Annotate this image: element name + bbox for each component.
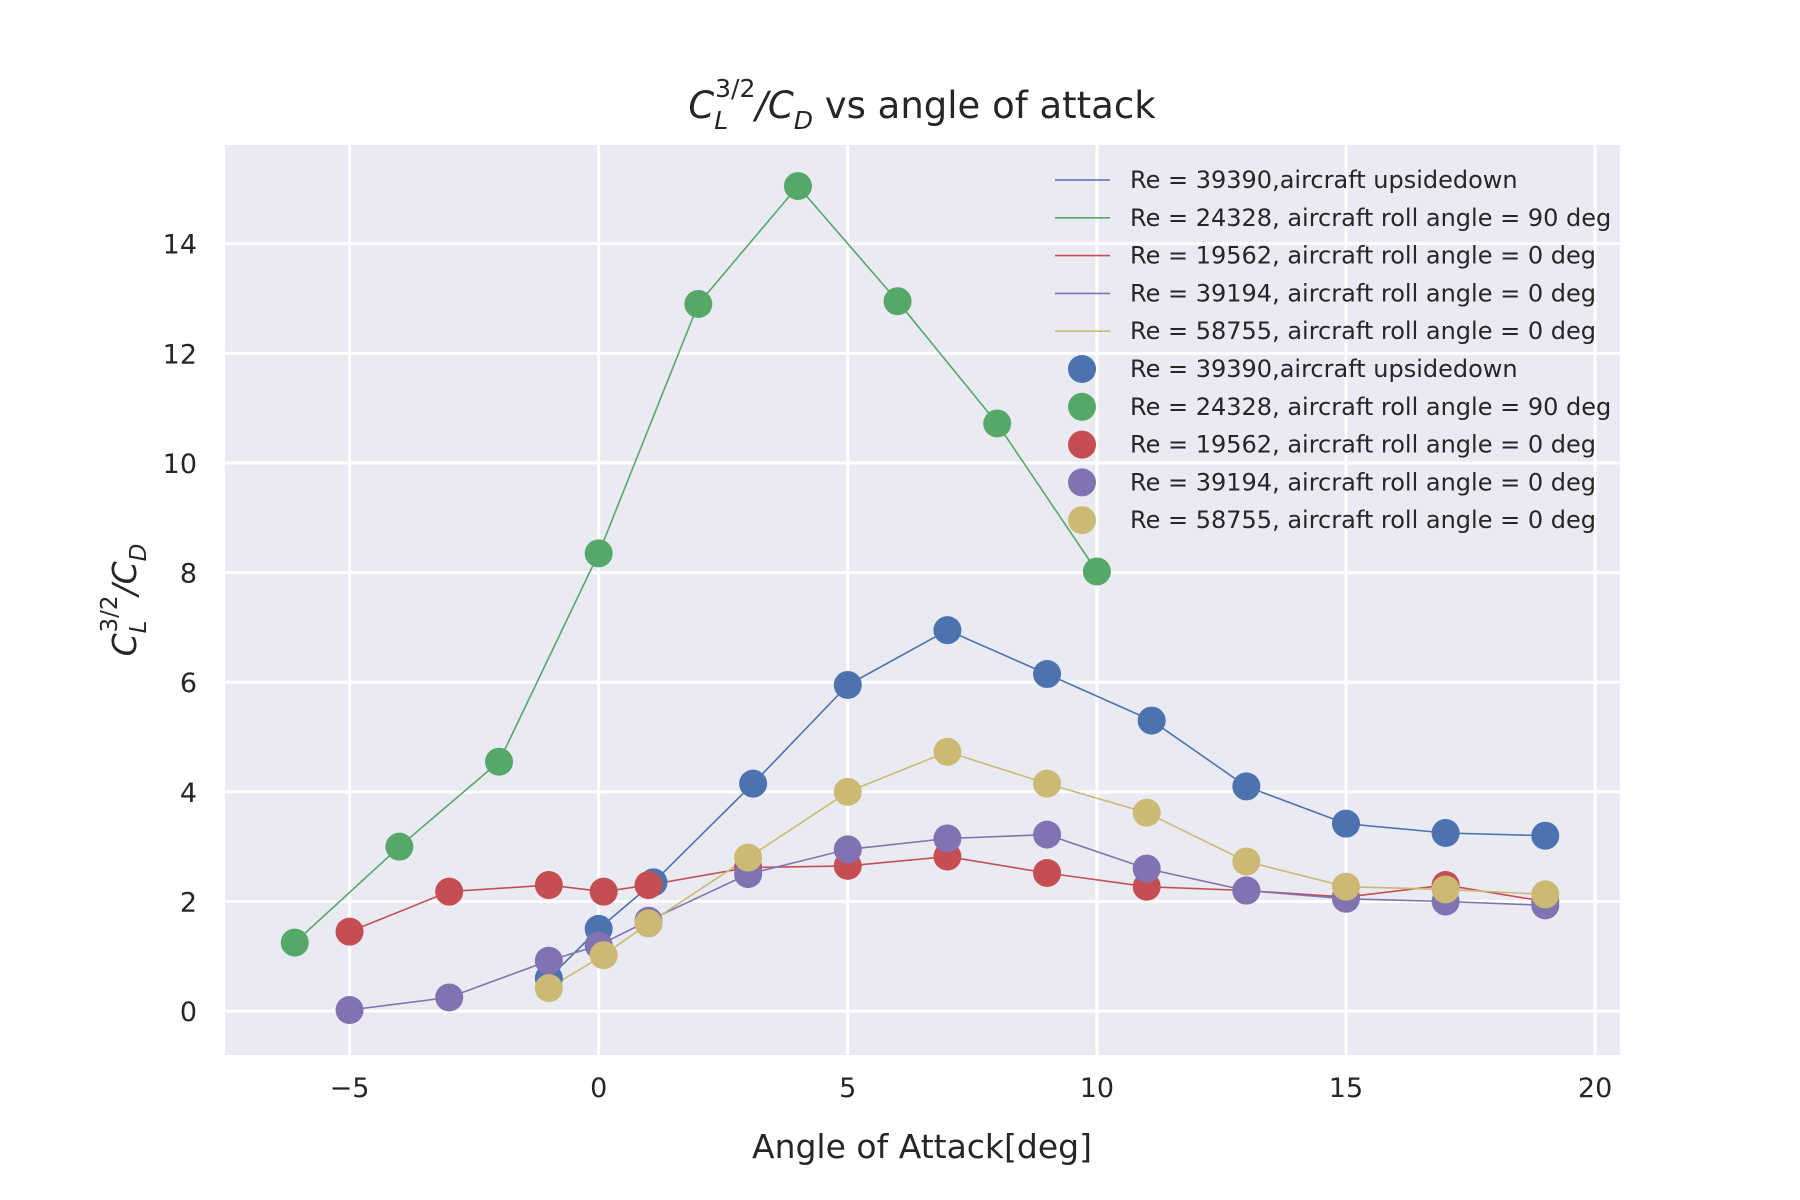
series-1-point [783, 172, 812, 201]
series-1-point [983, 409, 1012, 438]
legend-marker-swatch-0 [1068, 355, 1096, 383]
series-4-point [589, 941, 618, 970]
legend: Re = 39390,aircraft upsidedown Re = 24328… [1055, 166, 1611, 535]
series-4-point [1132, 798, 1161, 827]
y-tick-label: 8 [180, 559, 197, 590]
y-tick-label: 2 [180, 888, 197, 919]
legend-marker-label-4: Re = 58755, aircraft roll angle = 0 deg [1130, 506, 1596, 534]
legend-line-label-3: Re = 39194, aircraft roll angle = 0 deg [1130, 279, 1596, 307]
series-3-point [534, 946, 563, 975]
series-0-point [1331, 809, 1360, 838]
legend-marker-swatch-2 [1068, 430, 1096, 459]
x-tick-label: 20 [1578, 1073, 1612, 1104]
y-axis-label: CL3/2/CD [97, 544, 152, 657]
series-3-point [335, 996, 364, 1025]
x-tick-label: 0 [590, 1073, 607, 1104]
y-tick-label: 14 [163, 230, 197, 261]
series-2-point [335, 917, 364, 946]
series-2-point [589, 877, 618, 906]
series-4-point [1531, 880, 1560, 909]
series-0-point [933, 616, 962, 645]
series-0-point [1431, 818, 1460, 847]
series-2-point [435, 877, 464, 906]
series-0-point [833, 670, 862, 699]
y-tick-label: 4 [180, 778, 197, 809]
series-1-point [584, 539, 613, 568]
legend-line-label-0: Re = 39390,aircraft upsidedown [1130, 166, 1518, 194]
y-tick-label: 12 [163, 339, 197, 370]
series-0-point [1232, 772, 1261, 801]
legend-marker-swatch-1 [1068, 392, 1096, 421]
legend-line-label-1: Re = 24328, aircraft roll angle = 90 deg [1130, 204, 1611, 232]
series-0-point [1137, 706, 1166, 735]
series-4-point [833, 777, 862, 806]
chart-title: CL3/2/CD vs angle of attack [688, 74, 1156, 135]
y-tick-label: 0 [180, 997, 197, 1028]
series-4-point [534, 974, 563, 1003]
series-0-point [739, 769, 768, 798]
series-layer [280, 172, 1560, 1025]
series-1-point [385, 832, 414, 861]
series-1-point [1082, 557, 1111, 586]
series-1-point [280, 928, 309, 957]
legend-marker-label-3: Re = 39194, aircraft roll angle = 0 deg [1130, 468, 1596, 496]
series-4-point [634, 909, 663, 938]
legend-line-label-2: Re = 19562, aircraft roll angle = 0 deg [1130, 242, 1596, 270]
series-1-point [485, 747, 514, 776]
series-3-point [435, 983, 464, 1012]
series-4-point [1033, 769, 1062, 798]
x-axis-label: Angle of Attack[deg] [752, 1127, 1092, 1166]
x-tick-labels: −5 0 5 10 15 20 [330, 1073, 1613, 1104]
series-0-point [1033, 660, 1062, 689]
legend-marker-label-0: Re = 39390,aircraft upsidedown [1130, 355, 1518, 383]
y-tick-labels: 0 2 4 6 8 10 12 14 [163, 230, 197, 1028]
x-tick-label: 5 [839, 1073, 856, 1104]
x-tick-label: −5 [330, 1073, 370, 1104]
series-4-point [933, 737, 962, 766]
series-3-point [1033, 820, 1062, 849]
y-tick-label: 10 [163, 449, 197, 480]
series-4-point [1331, 872, 1360, 901]
x-tick-label: 10 [1080, 1073, 1114, 1104]
y-tick-label: 6 [180, 668, 197, 699]
series-4-point [734, 843, 763, 872]
legend-line-label-4: Re = 58755, aircraft roll angle = 0 deg [1130, 317, 1596, 345]
series-3-point [1232, 876, 1261, 905]
series-3-point [933, 824, 962, 853]
series-2-point [634, 871, 663, 900]
series-4-point [1232, 847, 1261, 876]
legend-marker-label-1: Re = 24328, aircraft roll angle = 90 deg [1130, 393, 1611, 421]
series-2-point [1033, 859, 1062, 887]
series-1-point [684, 289, 713, 318]
plot-background [225, 145, 1620, 1055]
series-2-point [534, 871, 563, 900]
legend-marker-swatch-4 [1068, 506, 1096, 535]
legend-marker-label-2: Re = 19562, aircraft roll angle = 0 deg [1130, 431, 1596, 459]
x-tick-label: 15 [1329, 1073, 1363, 1104]
series-0-point [1531, 821, 1560, 850]
series-1-point [883, 287, 912, 316]
series-4-point [1431, 875, 1460, 904]
legend-marker-swatch-3 [1068, 468, 1096, 497]
series-3-point [1132, 854, 1161, 883]
series-3-point [833, 835, 862, 864]
